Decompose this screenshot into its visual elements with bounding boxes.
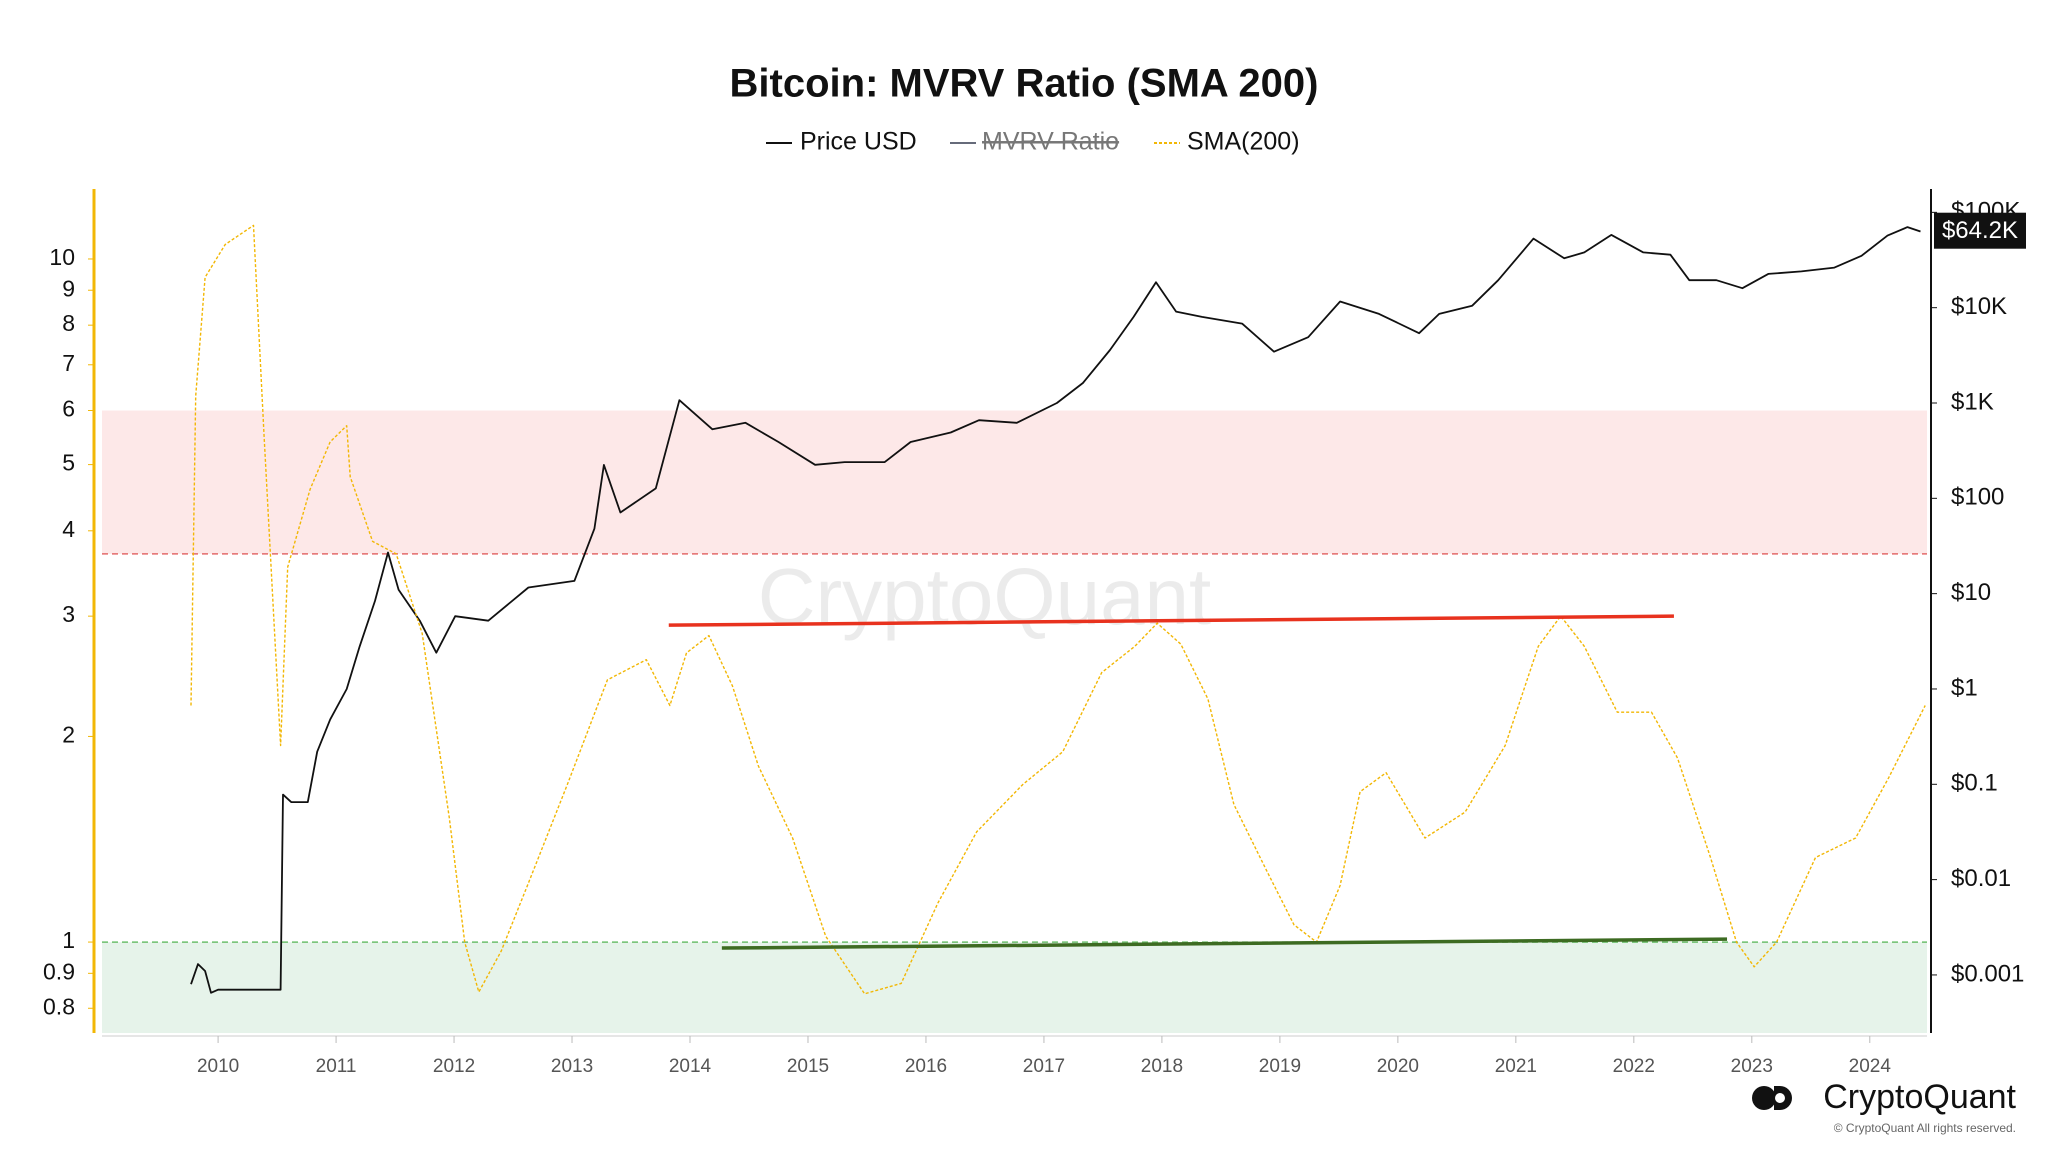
brand-logo	[1752, 1086, 1792, 1110]
y2-tick-label: $1K	[1951, 388, 1994, 415]
x-tick-label: 2016	[905, 1056, 947, 1077]
y2-tick-label: $10	[1951, 579, 1991, 606]
y2-tick-label: $0.01	[1951, 865, 2011, 892]
y2-tick-label: $0.001	[1951, 960, 2024, 987]
legend-item[interactable]: Price USD	[766, 128, 917, 156]
x-tick-label: 2018	[1141, 1056, 1183, 1077]
y-tick-label: 2	[62, 722, 75, 748]
x-tick-label: 2015	[787, 1056, 829, 1077]
y-tick-label: 6	[62, 396, 75, 422]
x-tick-label: 2019	[1259, 1056, 1301, 1077]
trend-line	[721, 937, 1728, 950]
legend-label: SMA(200)	[1187, 128, 1300, 156]
y2-tick-label: $100	[1951, 484, 2004, 511]
current-price-label: $64.2K	[1942, 217, 2018, 244]
trend-line	[668, 614, 1674, 627]
y-tick-label: 7	[62, 350, 75, 376]
legend-item[interactable]: SMA(200)	[1154, 128, 1300, 156]
y2-tick-label: $0.1	[1951, 770, 1998, 797]
copyright: © CryptoQuant All rights reserved.	[1834, 1121, 2016, 1135]
y-tick-label: 10	[49, 244, 75, 270]
x-tick-label: 2022	[1613, 1056, 1655, 1077]
x-tick-label: 2020	[1377, 1056, 1419, 1077]
legend-label: MVRV Ratio	[982, 128, 1119, 156]
x-tick-label: 2013	[551, 1056, 593, 1077]
zone	[102, 942, 1927, 1033]
zone	[102, 410, 1927, 554]
legend-label: Price USD	[800, 128, 917, 156]
y2-tick-label: $10K	[1951, 293, 2007, 320]
y-tick-label: 1	[62, 927, 75, 953]
x-tick-label: 2014	[669, 1056, 712, 1077]
x-tick-label: 2017	[1023, 1056, 1065, 1077]
x-tick-label: 2010	[197, 1056, 239, 1077]
y-tick-label: 8	[62, 310, 75, 336]
y-tick-label: 4	[62, 516, 75, 542]
series-line	[190, 224, 1926, 995]
brand-name: CryptoQuant	[1823, 1078, 2016, 1116]
current-price-box	[1934, 212, 2026, 249]
y-tick-label: 0.8	[43, 993, 75, 1019]
x-tick-label: 2024	[1849, 1056, 1892, 1077]
x-tick-label: 2012	[433, 1056, 475, 1077]
x-tick-label: 2021	[1495, 1056, 1537, 1077]
series-line	[190, 226, 1921, 994]
watermark: CryptoQuant	[758, 552, 1212, 641]
x-tick-label: 2011	[316, 1056, 357, 1077]
chart-title: Bitcoin: MVRV Ratio (SMA 200)	[730, 62, 1319, 106]
legend-item[interactable]: MVRV Ratio	[950, 128, 1119, 156]
x-tick-label: 2023	[1731, 1056, 1773, 1077]
y2-tick-label: $1	[1951, 674, 1978, 701]
y-tick-label: 0.9	[43, 958, 75, 984]
y-tick-label: 5	[62, 450, 75, 476]
y-tick-label: 3	[62, 601, 75, 627]
y-tick-label: 9	[62, 275, 75, 301]
